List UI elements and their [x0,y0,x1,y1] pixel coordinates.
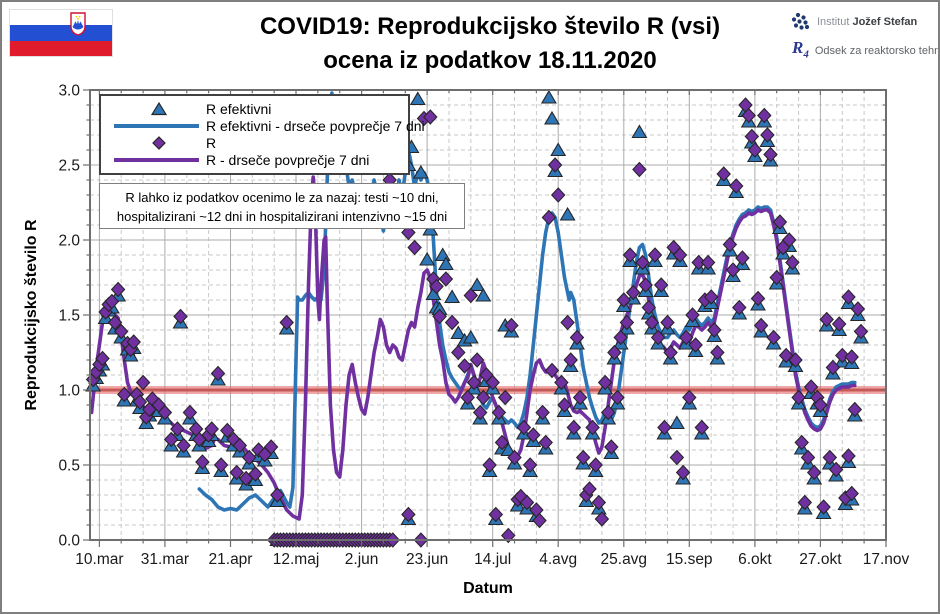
legend-item-r-ma: R - drseče povprečje 7 dni [111,151,408,168]
svg-text:23.jun: 23.jun [406,551,448,568]
page-title-line2: ocena iz podatkov 18.11.2020 [323,47,657,74]
page-title-line1: COVID19: Reprodukcijsko število R (vsi) [259,13,721,40]
legend-item-r: R [111,134,408,151]
annotation-line1: R lahko iz podatkov ocenimo le za nazaj:… [125,190,439,205]
svg-text:0.0: 0.0 [58,533,80,550]
purple-line-icon [111,156,206,164]
slovenia-coat-of-arms-icon [70,12,86,36]
institute-name-bold: Jožef Stefan [852,16,918,28]
flag-stripe-white [10,10,112,26]
legend-label: R efektivni [206,100,272,117]
svg-text:14.jul: 14.jul [474,551,511,568]
diamond-marker-icon [111,135,206,150]
svg-text:21.apr: 21.apr [209,551,253,568]
logo-block: Institut Jožef Stefan R4 Odsek za reakto… [790,12,938,70]
svg-text:0.5: 0.5 [58,458,80,475]
ijs-dots-logo-icon [791,12,810,30]
svg-text:1.5: 1.5 [58,308,80,325]
institute-name: Institut Jožef Stefan [817,16,917,28]
r4-sub: 4 [803,48,809,61]
svg-text:2.0: 2.0 [58,233,80,250]
legend-label: R [206,134,217,151]
triangle-marker-icon [111,101,206,116]
department-name: Odsek za reaktorsko tehniko [814,45,940,58]
svg-text:25.avg: 25.avg [601,551,648,568]
svg-text:10.mar: 10.mar [75,551,123,568]
svg-text:27.okt: 27.okt [799,551,842,568]
ijs-logo-row: Institut Jožef Stefan [790,12,930,32]
blue-line-icon [111,122,206,130]
r4-logo: R4 [792,39,809,63]
annotation-line2: hospitalizirani ~12 dni in hospitalizira… [116,209,448,224]
legend-label: R - drseče povprečje 7 dni [206,151,370,168]
r4-letter: R [792,38,804,57]
institute-prefix: Institut [817,16,850,28]
flag-stripe-red [10,40,112,56]
svg-text:3.0: 3.0 [58,83,80,100]
legend-item-r-efektivni: R efektivni [111,100,408,117]
page-title: COVID19: Reprodukcijsko število R (vsi) … [260,10,720,78]
r4-logo-row: R4 Odsek za reaktorsko tehniko [790,39,938,63]
svg-text:31.mar: 31.mar [141,551,189,568]
y-axis-title: Reprodukcijsko število R [23,219,40,411]
legend-item-r-efektivni-ma: R efektivni - drseče povprečje 7 dni [111,117,425,134]
x-tick-labels: 10.mar 31.mar 21.apr 12.maj 2.jun 23.jun 14.ju… [75,551,909,568]
svg-text:1.0: 1.0 [58,383,80,400]
y-tick-labels: 0.0 0.5 1.0 1.5 2.0 2.5 3.0 [58,83,80,550]
legend: R efektivni R efektivni - drseče povpreč… [99,94,425,175]
x-axis-title: Datum [463,580,513,597]
flag-stripe-blue [10,25,112,41]
svg-text:17.nov: 17.nov [863,551,910,568]
slovenia-flag [9,9,113,57]
svg-text:4.avg: 4.avg [539,551,577,568]
svg-text:6.okt: 6.okt [738,551,772,568]
svg-text:12.maj: 12.maj [273,551,320,568]
annotation-note: R lahko iz podatkov ocenimo le za nazaj:… [99,183,465,229]
legend-label: R efektivni - drseče povprečje 7 dni [206,117,425,134]
svg-text:15.sep: 15.sep [666,551,713,568]
axis-ticks [83,89,887,547]
svg-text:2.5: 2.5 [58,158,80,175]
svg-text:2.jun: 2.jun [345,551,379,568]
